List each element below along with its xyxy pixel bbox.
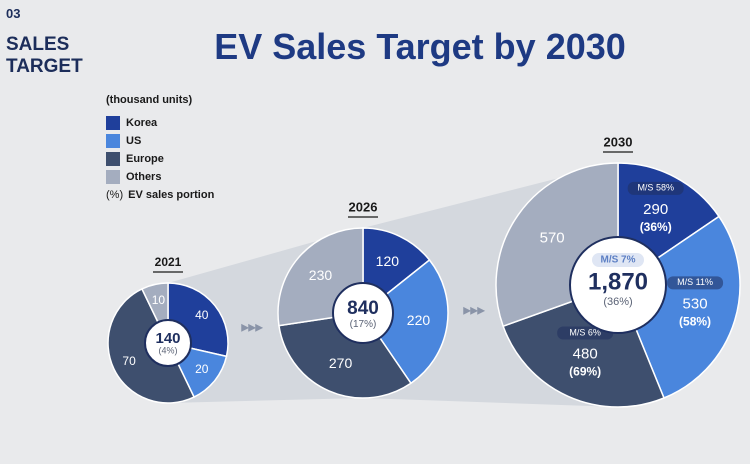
- slice-value-others-2030: 570: [540, 230, 565, 247]
- market-share-label-korea: M/S 58%: [637, 183, 674, 193]
- legend-swatch-europe: [106, 152, 120, 166]
- slice-value-us-2026: 220: [407, 312, 431, 328]
- transition-arrows: ▸▸▸: [240, 319, 263, 335]
- legend-unit: (thousand units): [106, 94, 193, 106]
- year-label-2026: 2026: [349, 199, 378, 214]
- slice-value-europe-2026: 270: [329, 355, 353, 371]
- pie-slice-us-2030: [617, 215, 741, 399]
- legend-label-others: Others: [126, 171, 162, 183]
- section-title-line1: SALES: [6, 34, 70, 55]
- slice-value-korea-2030: 290: [643, 201, 668, 218]
- slice-portion-us: (58%): [679, 315, 711, 329]
- total-portion-2021: (4%): [158, 345, 177, 355]
- slice-value-europe-2030: 480: [573, 345, 598, 362]
- slice-value-us-2021: 20: [195, 362, 209, 376]
- slice-value-others-2021: 10: [152, 293, 166, 307]
- slice-value-korea-2026: 120: [376, 253, 400, 269]
- market-share-label-europe: M/S 6%: [569, 327, 601, 337]
- total-market-share-badge: [592, 253, 644, 267]
- market-share-badge: [627, 181, 684, 195]
- total-market-share-label: M/S 7%: [600, 255, 635, 266]
- total-portion-2030: (36%): [603, 296, 632, 308]
- legend-label-europe: Europe: [126, 153, 164, 165]
- total-portion-2026: (17%): [350, 319, 377, 330]
- legend-label-us: US: [126, 135, 142, 147]
- legend-swatch-us: [106, 134, 120, 148]
- chart-legend: (thousand units) Korea US Europe Others …: [106, 94, 214, 204]
- pie-slice-us-2026: [361, 258, 449, 385]
- total-value-2030: 1,870: [588, 268, 648, 295]
- slice-value-us-2030: 530: [683, 295, 708, 312]
- legend-portion-label: EV sales portion: [128, 189, 215, 201]
- pie-slice-europe-2026: [278, 312, 412, 399]
- market-share-label-us: M/S 11%: [677, 277, 713, 287]
- slice-value-korea-2021: 40: [195, 308, 209, 322]
- center-circle-2021: [144, 319, 192, 367]
- section-number: 03: [6, 6, 21, 21]
- total-value-2021: 140: [155, 330, 180, 347]
- legend-item-korea: Korea: [106, 114, 214, 132]
- total-value-2026: 840: [347, 298, 379, 319]
- year-label-2030: 2030: [604, 134, 633, 149]
- year-label-2021: 2021: [155, 255, 182, 269]
- legend-item-portion: (%) EV sales portion: [106, 186, 214, 204]
- legend-item-europe: Europe: [106, 150, 214, 168]
- legend-swatch-others: [106, 170, 120, 184]
- legend-label-korea: Korea: [126, 117, 158, 129]
- section-title-line2: TARGET: [6, 56, 83, 77]
- slice-value-europe-2021: 70: [122, 354, 136, 368]
- slice-portion-korea: (36%): [640, 220, 672, 234]
- center-circle-2026: [332, 282, 394, 344]
- legend-portion-symbol: (%): [106, 189, 124, 201]
- market-share-badge: [667, 276, 724, 290]
- legend-item-us: US: [106, 132, 214, 150]
- page-title: EV Sales Target by 2030: [214, 26, 626, 67]
- slice-portion-europe: (69%): [569, 365, 601, 379]
- transition-arrows: ▸▸▸: [462, 302, 485, 318]
- section-title: SALES TARGET: [6, 34, 83, 78]
- legend-item-others: Others: [106, 168, 214, 186]
- slice-value-others-2026: 230: [309, 267, 333, 283]
- legend-swatch-korea: [106, 116, 120, 130]
